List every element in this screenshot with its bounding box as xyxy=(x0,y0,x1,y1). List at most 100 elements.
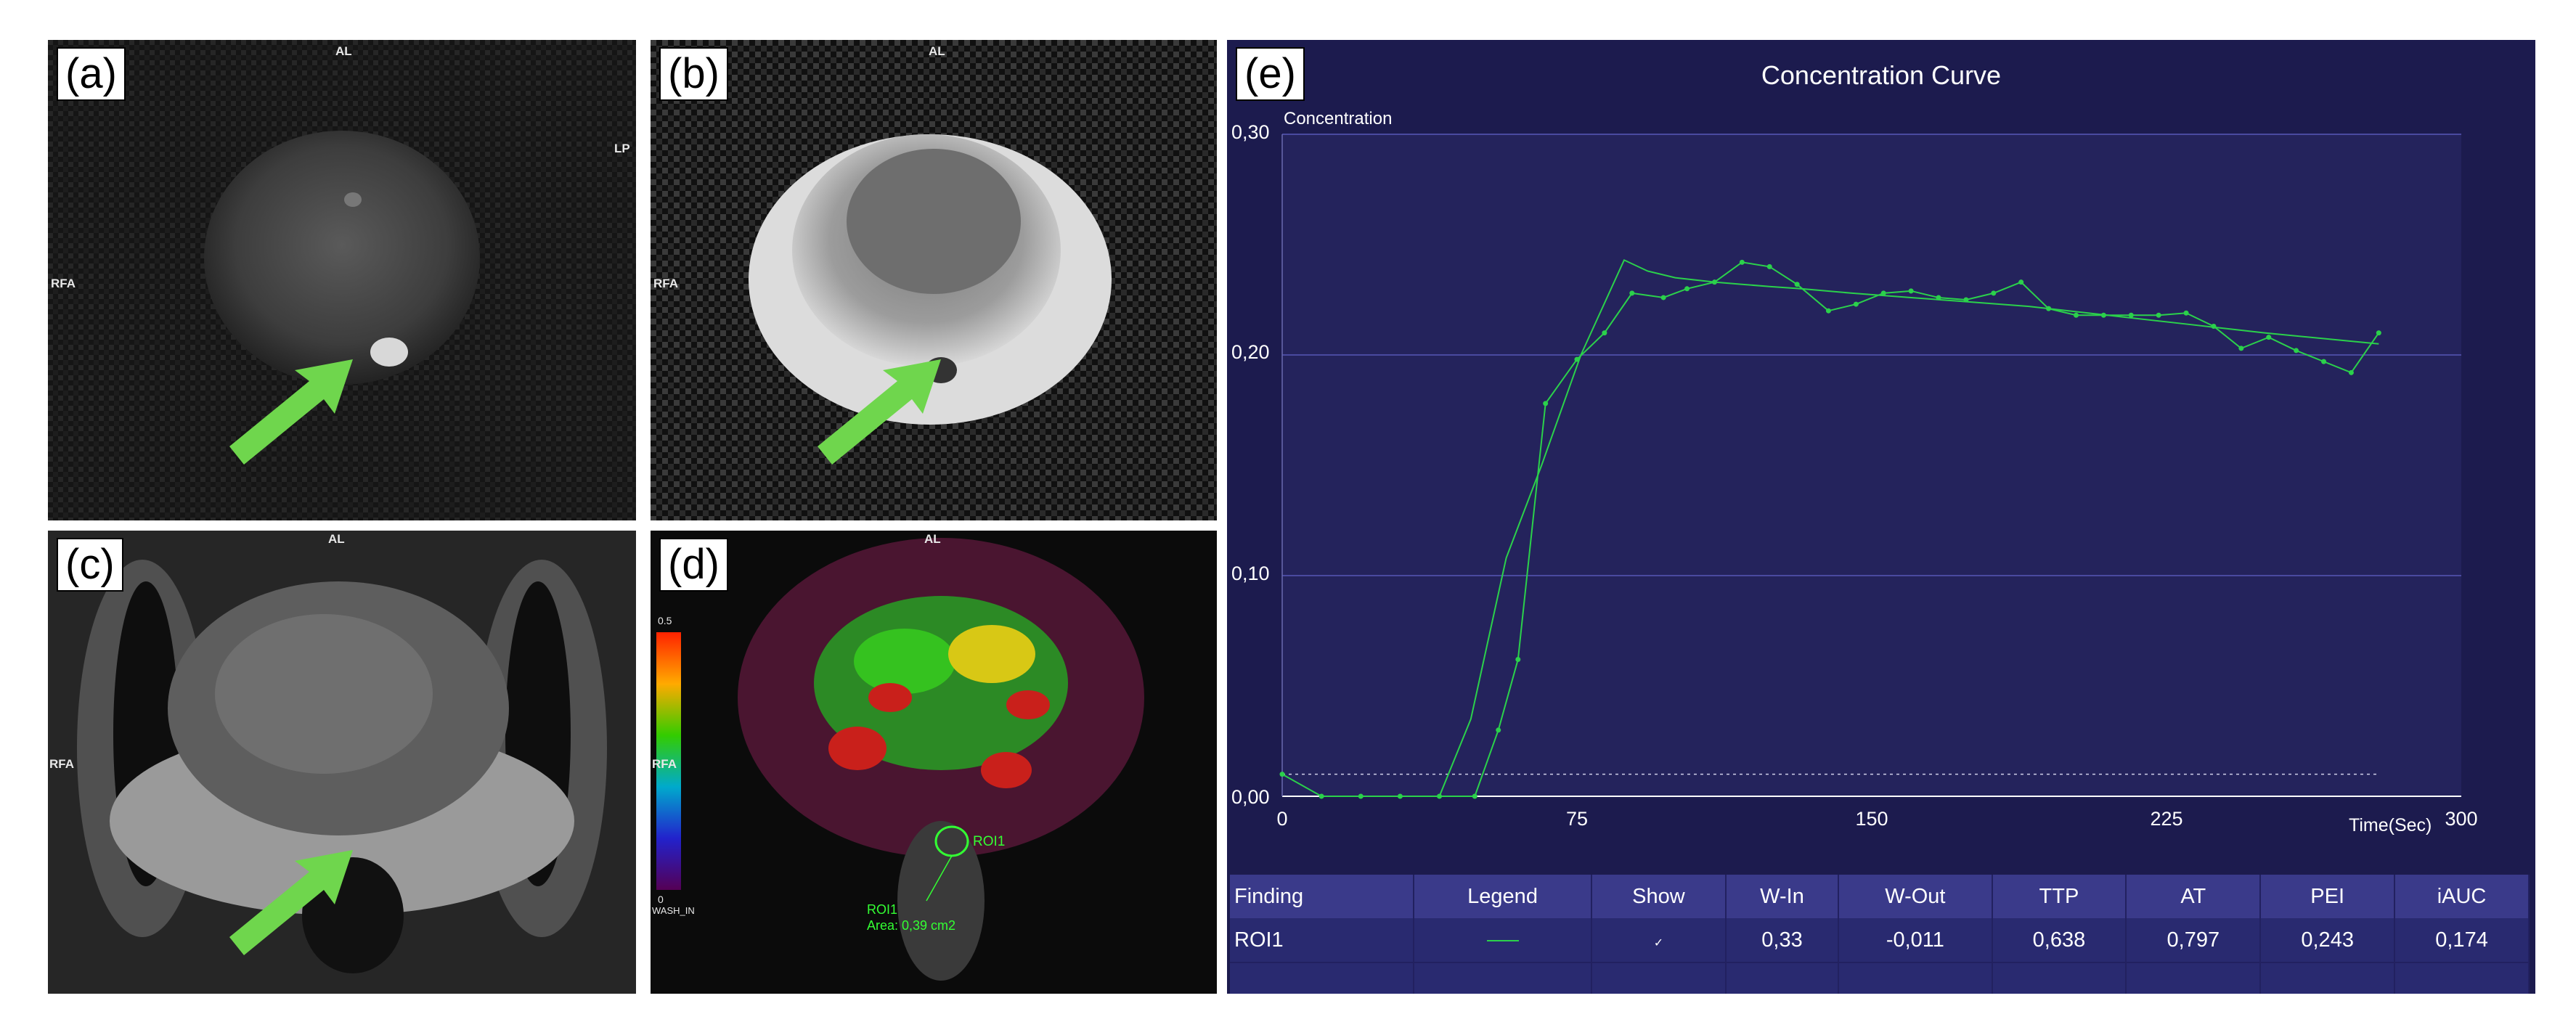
data-point xyxy=(1629,290,1635,296)
header-pei[interactable]: PEI xyxy=(2260,875,2396,918)
panel-label-d: (d) xyxy=(659,538,728,592)
mri-image-c xyxy=(48,531,636,994)
cell-pei: 0,243 xyxy=(2260,918,2396,962)
data-point xyxy=(1825,308,1831,314)
data-point xyxy=(1358,793,1364,799)
header-show[interactable]: Show xyxy=(1591,875,1727,918)
cell-w-out: -0,011 xyxy=(1838,918,1993,962)
roi1-area: Area: 0,39 cm2 xyxy=(867,918,956,933)
data-point xyxy=(2266,335,2272,340)
header-at[interactable]: AT xyxy=(2126,875,2262,918)
panel-label-e: (e) xyxy=(1236,47,1305,101)
data-point xyxy=(2156,312,2161,318)
data-point xyxy=(1496,727,1501,733)
data-point xyxy=(2321,359,2327,364)
colorbar xyxy=(656,632,681,890)
data-point xyxy=(2183,310,2189,316)
header-iauc[interactable]: iAUC xyxy=(2394,875,2530,918)
orientation-left-c: RFA xyxy=(49,757,74,771)
y-axis-label: Concentration xyxy=(1284,109,1393,128)
data-point xyxy=(1794,282,1800,287)
table-header-row: Finding Legend Show W-In W-Out TTP AT PE… xyxy=(1230,875,2530,918)
roi1-label: ROI1 xyxy=(973,834,1006,849)
cell-show[interactable]: ✓ xyxy=(1591,918,1727,962)
panel-label-c: (c) xyxy=(57,538,123,592)
data-point xyxy=(2073,312,2079,318)
orientation-right-a: LP xyxy=(614,142,630,155)
data-point xyxy=(1739,259,1745,265)
data-point xyxy=(1684,286,1690,292)
mri-panel-b: (b) AL RFA xyxy=(651,40,1217,520)
y-tick-0-00: 0,00 xyxy=(1231,786,1270,808)
cell-at: 0,797 xyxy=(2126,918,2262,962)
roi1-caption: ROI1 xyxy=(867,902,898,917)
data-point xyxy=(1880,290,1886,296)
mri-image-b xyxy=(651,40,1217,520)
data-point xyxy=(1279,772,1285,777)
header-w-out[interactable]: W-Out xyxy=(1838,875,1993,918)
orientation-left-a: RFA xyxy=(51,277,76,290)
y-tick-0-20: 0,20 xyxy=(1231,341,1270,363)
y-tick-0-30: 0,30 xyxy=(1231,121,1270,143)
data-point xyxy=(2376,330,2381,336)
data-point xyxy=(1397,793,1403,799)
y-tick-0-10: 0,10 xyxy=(1231,563,1270,584)
header-finding[interactable]: Finding xyxy=(1230,875,1415,918)
data-point xyxy=(2128,312,2134,318)
data-point xyxy=(1991,290,1997,296)
legend-line-icon xyxy=(1486,939,1519,941)
x-tick-225: 225 xyxy=(2150,808,2183,830)
header-legend[interactable]: Legend xyxy=(1414,875,1592,918)
panel-label-b: (b) xyxy=(659,47,728,101)
show-checkbox[interactable]: ✓ xyxy=(1653,936,1664,949)
orientation-top-b: AL xyxy=(929,44,945,58)
x-tick-75: 75 xyxy=(1565,808,1589,830)
lesion-arrow-a xyxy=(229,359,353,465)
orientation-top-a: AL xyxy=(335,44,352,58)
data-point xyxy=(2348,369,2354,375)
data-point xyxy=(1515,657,1521,663)
perfusion-map-d xyxy=(651,531,1217,994)
results-table: Finding Legend Show W-In W-Out TTP AT PE… xyxy=(1230,875,2530,994)
data-point xyxy=(1853,301,1859,307)
header-ttp[interactable]: TTP xyxy=(1992,875,2127,918)
data-point xyxy=(1602,330,1607,336)
series-line-1 xyxy=(1438,258,2379,797)
table-row[interactable]: ROI1 ✓ 0,33 -0,011 0,638 0,797 0,243 0,1… xyxy=(1230,918,2530,962)
data-point xyxy=(2238,346,2244,351)
mri-panel-d: (d) AL RFA 0.5 0 WASH_IN ROI1 ROI1 Area:… xyxy=(651,531,1217,994)
cell-w-in: 0,33 xyxy=(1725,918,1840,962)
data-point xyxy=(1766,263,1772,269)
x-tick-150: 150 xyxy=(1855,808,1888,830)
panel-label-a: (a) xyxy=(57,47,126,101)
colorbar-name-label: WASH_IN xyxy=(652,905,695,916)
header-w-in[interactable]: W-In xyxy=(1725,875,1840,918)
concentration-chart xyxy=(1279,134,2461,799)
cell-ttp: 0,638 xyxy=(1992,918,2127,962)
orientation-left-d: RFA xyxy=(652,757,677,771)
data-point xyxy=(1543,401,1549,406)
cell-finding: ROI1 xyxy=(1230,918,1415,962)
concentration-curve-panel: (e) Concentration Curve Concentration 0,… xyxy=(1227,40,2535,994)
x-tick-0: 0 xyxy=(1276,808,1288,830)
data-point xyxy=(1908,288,1914,294)
orientation-left-b: RFA xyxy=(653,277,678,290)
data-point xyxy=(2018,279,2024,285)
colorbar-min-label: 0 xyxy=(658,894,664,905)
data-point xyxy=(1660,295,1666,301)
cell-iauc: 0,174 xyxy=(2394,918,2530,962)
data-point xyxy=(1318,793,1324,799)
plot-area xyxy=(1282,134,2461,796)
colorbar-max-label: 0.5 xyxy=(658,615,672,626)
lesion-arrow-b xyxy=(818,359,941,465)
orientation-top-d: AL xyxy=(924,532,941,546)
table-empty-row xyxy=(1230,962,2530,994)
x-axis-label: Time(Sec) xyxy=(2349,815,2432,835)
lesion-arrow-c xyxy=(229,850,353,955)
data-point xyxy=(2294,348,2299,353)
cell-legend xyxy=(1414,918,1592,962)
orientation-top-c: AL xyxy=(328,532,345,546)
mri-image-a xyxy=(48,40,636,520)
x-tick-300: 300 xyxy=(2445,808,2478,830)
data-point xyxy=(1472,793,1477,799)
